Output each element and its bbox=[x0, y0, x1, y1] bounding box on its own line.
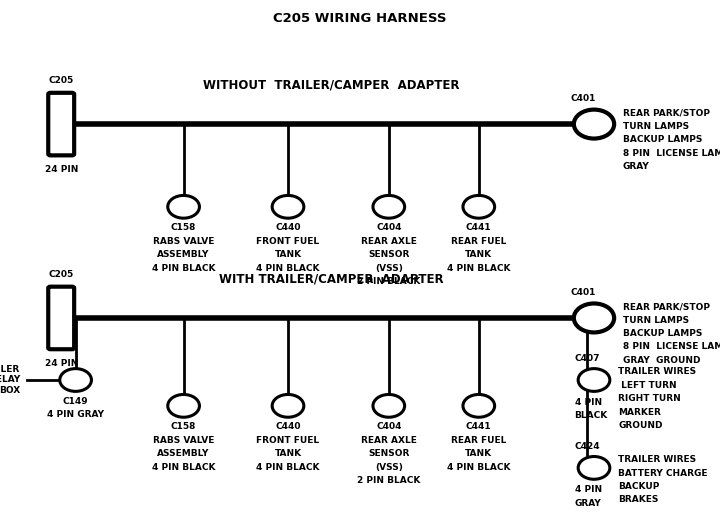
Text: 2 PIN BLACK: 2 PIN BLACK bbox=[357, 476, 420, 485]
Circle shape bbox=[373, 195, 405, 218]
Text: RABS VALVE: RABS VALVE bbox=[153, 237, 215, 246]
Text: 8 PIN  LICENSE LAMPS: 8 PIN LICENSE LAMPS bbox=[623, 148, 720, 158]
Text: REAR FUEL: REAR FUEL bbox=[451, 237, 506, 246]
Text: C401: C401 bbox=[570, 288, 595, 297]
Text: GROUND: GROUND bbox=[618, 421, 663, 430]
Text: C404: C404 bbox=[376, 223, 402, 232]
Text: 4 PIN: 4 PIN bbox=[575, 398, 602, 406]
Text: C424: C424 bbox=[575, 443, 600, 451]
Text: C205: C205 bbox=[48, 76, 74, 85]
Text: 4 PIN BLACK: 4 PIN BLACK bbox=[152, 264, 215, 272]
Circle shape bbox=[574, 110, 614, 139]
Text: MARKER: MARKER bbox=[618, 407, 662, 417]
Text: (VSS): (VSS) bbox=[375, 264, 402, 272]
Text: C440: C440 bbox=[275, 422, 301, 431]
Text: FRONT FUEL: FRONT FUEL bbox=[256, 436, 320, 445]
Text: WITHOUT  TRAILER/CAMPER  ADAPTER: WITHOUT TRAILER/CAMPER ADAPTER bbox=[203, 79, 459, 92]
Text: C441: C441 bbox=[466, 223, 492, 232]
Circle shape bbox=[463, 394, 495, 417]
Text: REAR FUEL: REAR FUEL bbox=[451, 436, 506, 445]
Text: BACKUP LAMPS: BACKUP LAMPS bbox=[623, 135, 702, 144]
Text: 4 PIN BLACK: 4 PIN BLACK bbox=[256, 264, 320, 272]
Text: 2 PIN BLACK: 2 PIN BLACK bbox=[357, 277, 420, 286]
Text: C149: C149 bbox=[63, 397, 89, 405]
Circle shape bbox=[578, 369, 610, 391]
Text: BATTERY CHARGE: BATTERY CHARGE bbox=[618, 468, 708, 478]
Text: BLACK: BLACK bbox=[575, 411, 608, 420]
Circle shape bbox=[272, 394, 304, 417]
Text: C404: C404 bbox=[376, 422, 402, 431]
Text: C401: C401 bbox=[570, 95, 595, 103]
Text: TANK: TANK bbox=[465, 449, 492, 458]
Text: 4 PIN BLACK: 4 PIN BLACK bbox=[447, 463, 510, 472]
Circle shape bbox=[168, 195, 199, 218]
Text: GRAY: GRAY bbox=[575, 499, 601, 508]
Text: BACKUP LAMPS: BACKUP LAMPS bbox=[623, 329, 702, 338]
Text: TANK: TANK bbox=[274, 250, 302, 259]
Circle shape bbox=[60, 369, 91, 391]
Text: 4 PIN BLACK: 4 PIN BLACK bbox=[152, 463, 215, 472]
Text: C205: C205 bbox=[48, 270, 74, 279]
Text: LEFT TURN: LEFT TURN bbox=[618, 381, 677, 390]
Text: ASSEMBLY: ASSEMBLY bbox=[158, 250, 210, 259]
Text: TURN LAMPS: TURN LAMPS bbox=[623, 121, 689, 131]
Text: REAR PARK/STOP: REAR PARK/STOP bbox=[623, 302, 710, 311]
Circle shape bbox=[574, 303, 614, 332]
Text: BACKUP: BACKUP bbox=[618, 482, 660, 491]
Text: 24 PIN: 24 PIN bbox=[45, 165, 78, 174]
Text: TRAILER WIRES: TRAILER WIRES bbox=[618, 367, 697, 376]
Text: C407: C407 bbox=[575, 355, 600, 363]
Text: GRAY  GROUND: GRAY GROUND bbox=[623, 356, 701, 365]
Text: 4 PIN: 4 PIN bbox=[575, 485, 602, 494]
Text: TURN LAMPS: TURN LAMPS bbox=[623, 315, 689, 325]
FancyBboxPatch shape bbox=[48, 93, 74, 155]
Text: REAR AXLE: REAR AXLE bbox=[361, 237, 417, 246]
Text: RABS VALVE: RABS VALVE bbox=[153, 436, 215, 445]
Text: REAR AXLE: REAR AXLE bbox=[361, 436, 417, 445]
Text: SENSOR: SENSOR bbox=[368, 449, 410, 458]
Text: 4 PIN GRAY: 4 PIN GRAY bbox=[47, 410, 104, 419]
Text: 8 PIN  LICENSE LAMPS: 8 PIN LICENSE LAMPS bbox=[623, 342, 720, 352]
Text: 4 PIN BLACK: 4 PIN BLACK bbox=[447, 264, 510, 272]
Text: TANK: TANK bbox=[274, 449, 302, 458]
Text: TANK: TANK bbox=[465, 250, 492, 259]
Circle shape bbox=[168, 394, 199, 417]
FancyBboxPatch shape bbox=[48, 286, 74, 349]
Text: (VSS): (VSS) bbox=[375, 463, 402, 472]
Circle shape bbox=[272, 195, 304, 218]
Text: SENSOR: SENSOR bbox=[368, 250, 410, 259]
Circle shape bbox=[373, 394, 405, 417]
Text: C205 WIRING HARNESS: C205 WIRING HARNESS bbox=[274, 11, 446, 25]
Text: TRAILER WIRES: TRAILER WIRES bbox=[618, 455, 697, 464]
Text: 24 PIN: 24 PIN bbox=[45, 359, 78, 368]
Text: GRAY: GRAY bbox=[623, 162, 649, 171]
Text: C158: C158 bbox=[171, 422, 197, 431]
Circle shape bbox=[578, 457, 610, 479]
Text: C440: C440 bbox=[275, 223, 301, 232]
Text: TRAILER
RELAY
BOX: TRAILER RELAY BOX bbox=[0, 365, 20, 395]
Text: FRONT FUEL: FRONT FUEL bbox=[256, 237, 320, 246]
Text: REAR PARK/STOP: REAR PARK/STOP bbox=[623, 108, 710, 117]
Text: ASSEMBLY: ASSEMBLY bbox=[158, 449, 210, 458]
Text: BRAKES: BRAKES bbox=[618, 495, 659, 505]
Text: WITH TRAILER/CAMPER  ADAPTER: WITH TRAILER/CAMPER ADAPTER bbox=[219, 272, 444, 286]
Text: RIGHT TURN: RIGHT TURN bbox=[618, 394, 681, 403]
Circle shape bbox=[463, 195, 495, 218]
Text: C158: C158 bbox=[171, 223, 197, 232]
Text: C441: C441 bbox=[466, 422, 492, 431]
Text: 4 PIN BLACK: 4 PIN BLACK bbox=[256, 463, 320, 472]
